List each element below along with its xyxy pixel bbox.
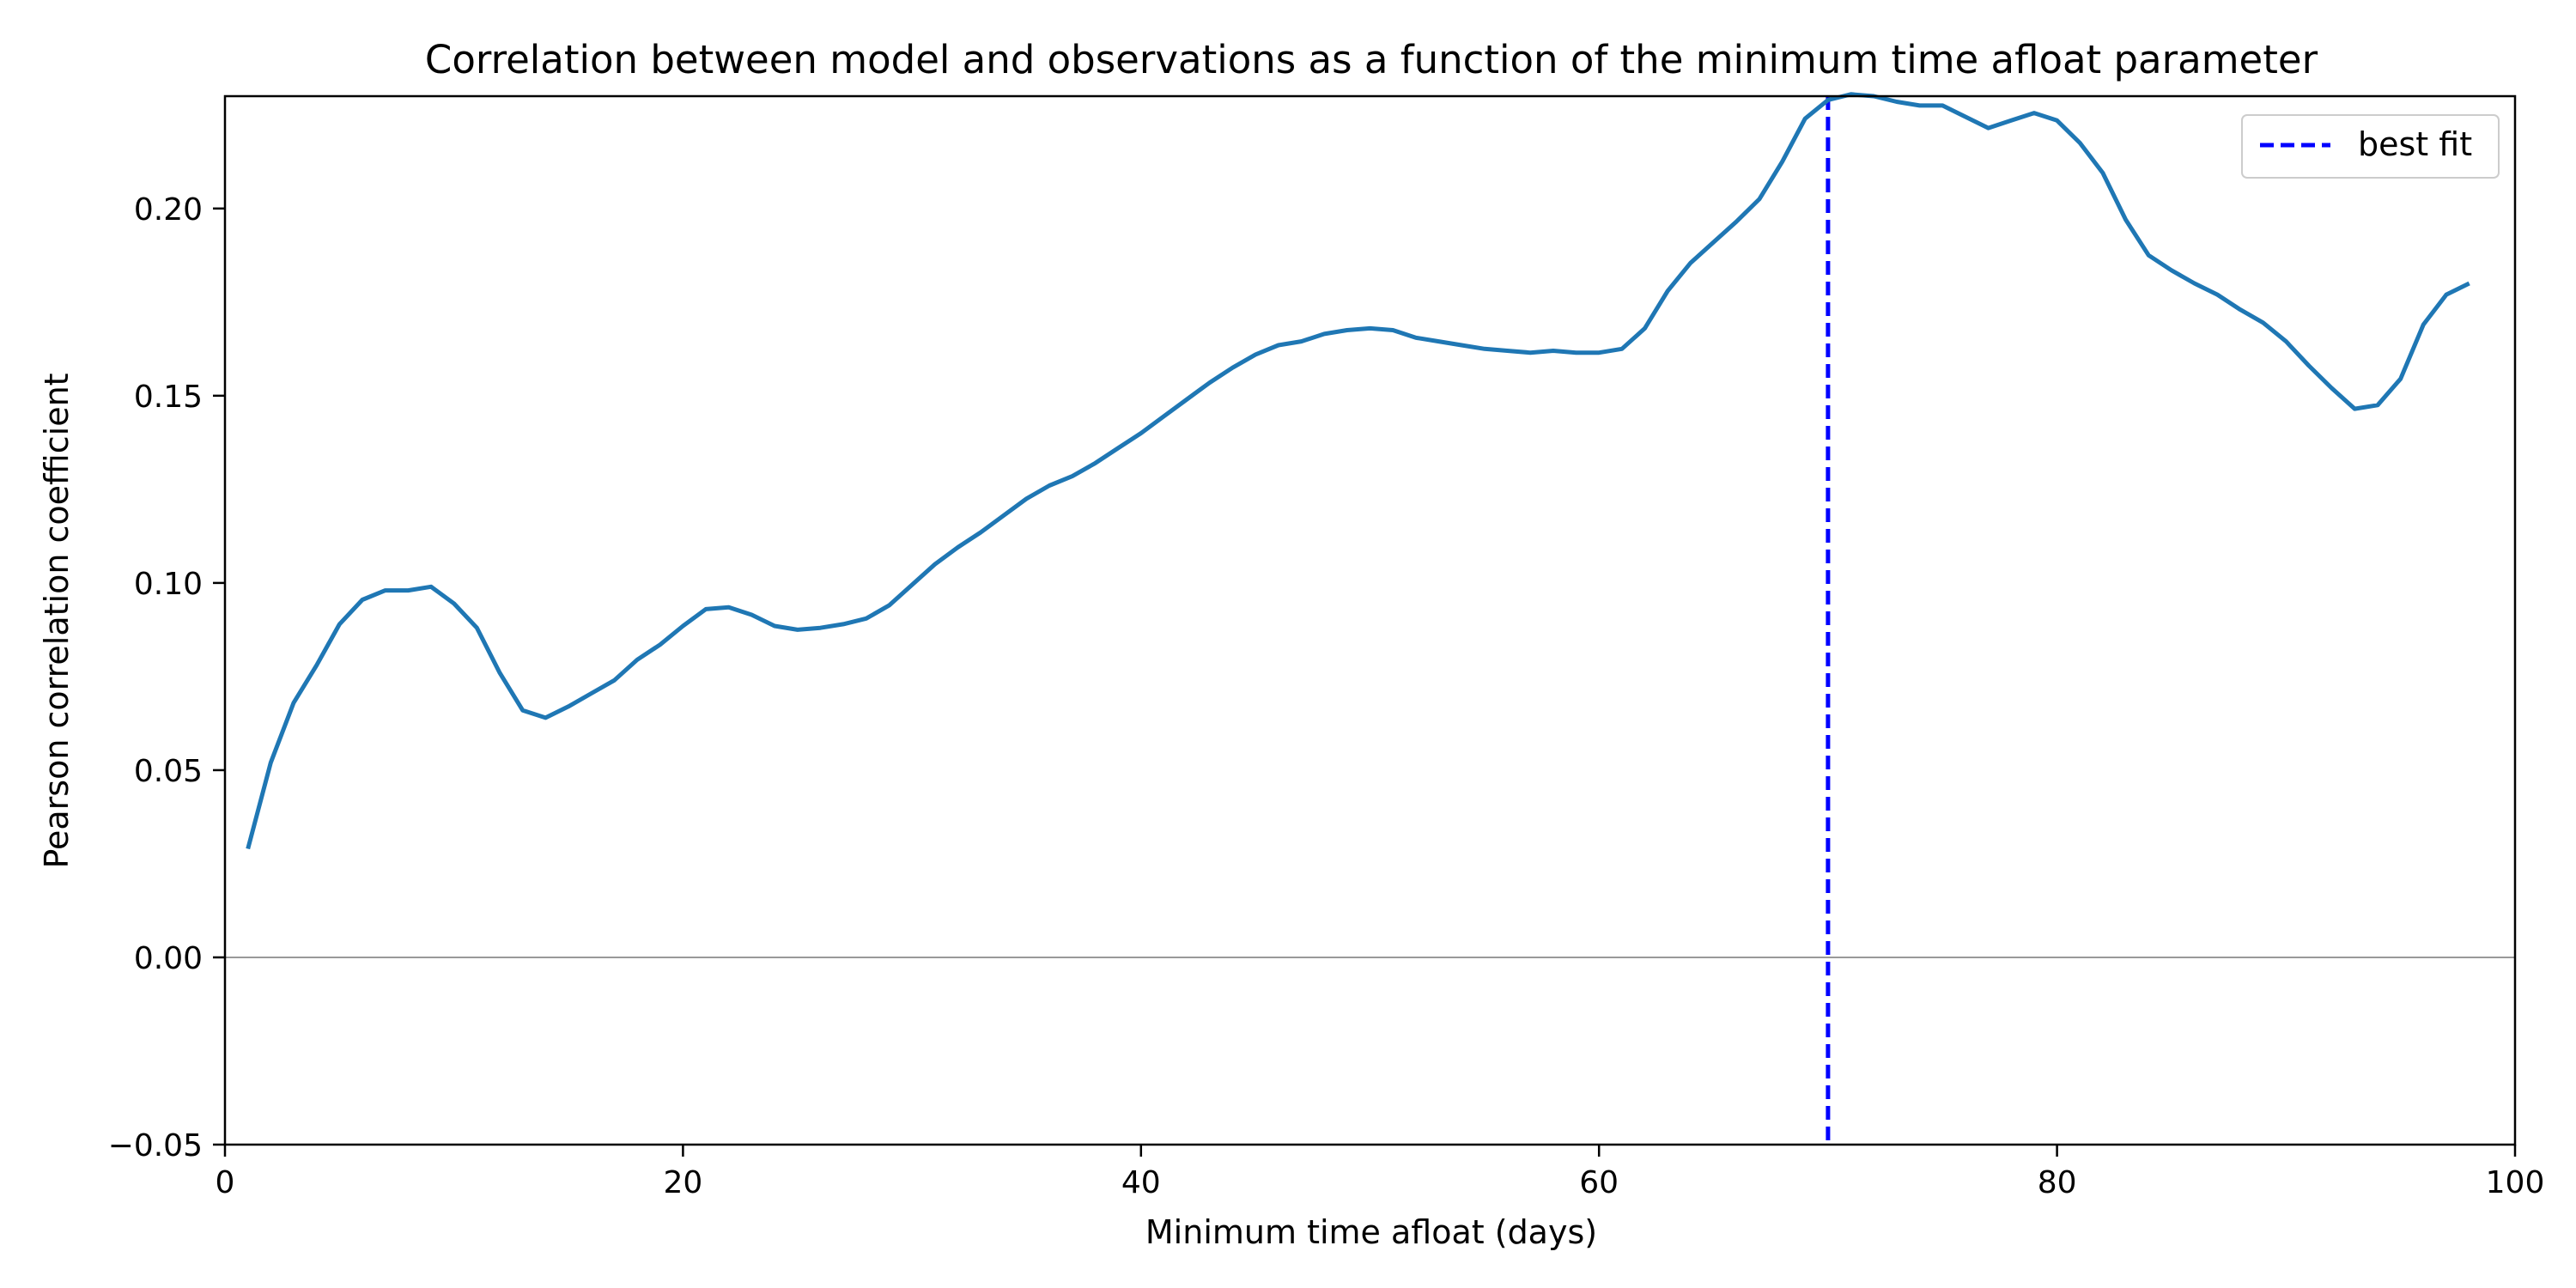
plot-frame: [223, 94, 2517, 1146]
y-tick-label: 0.20: [134, 192, 203, 228]
y-axis-ticks: −0.05 0.00 0.05 0.10 0.15 0.20: [108, 192, 225, 1163]
y-tick-label: −0.05: [108, 1128, 203, 1163]
x-axis-ticks: 0 20 40 60 80 100: [216, 1145, 2545, 1200]
y-axis-label: Pearson correlation coefficient: [38, 373, 76, 868]
x-tick-label: 20: [663, 1165, 702, 1200]
chart-title: Correlation between model and observatio…: [425, 37, 2318, 82]
series-layer: [246, 92, 2470, 850]
y-tick-label: 0.15: [134, 380, 203, 415]
correlation-series-line: [246, 92, 2470, 850]
y-tick-label: 0.10: [134, 567, 203, 602]
x-tick-label: 100: [2486, 1165, 2545, 1200]
x-axis-label: Minimum time afloat (days): [1145, 1213, 1597, 1251]
legend-label-best-fit: best fit: [2358, 125, 2472, 163]
x-tick-label: 60: [1579, 1165, 1619, 1200]
x-tick-label: 40: [1121, 1165, 1161, 1200]
plot-background: [225, 96, 2515, 1145]
plot-area: [223, 92, 2517, 1146]
x-tick-label: 0: [216, 1165, 235, 1200]
x-tick-label: 80: [2038, 1165, 2077, 1200]
y-tick-label: 0.05: [134, 754, 203, 789]
reference-lines: [225, 96, 2515, 1145]
legend-box: [2241, 114, 2500, 179]
y-tick-label: 0.00: [134, 941, 203, 976]
legend: best fit: [2241, 114, 2500, 179]
